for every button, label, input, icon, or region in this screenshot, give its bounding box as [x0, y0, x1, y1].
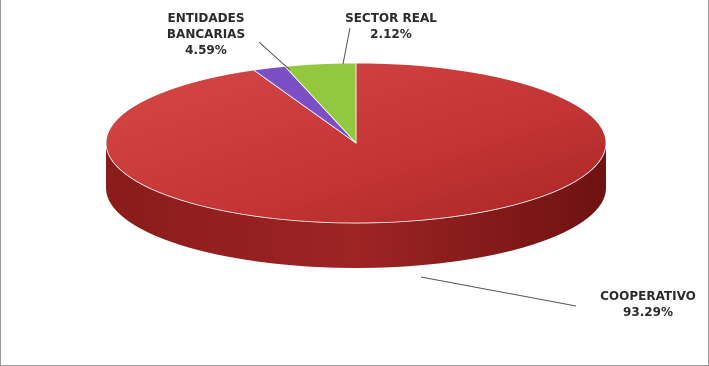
pie-side-cooperativo — [106, 143, 606, 268]
leader-line-cooperativo — [420, 276, 577, 307]
slice-label-cooperativo: COOPERATIVO 93.29% — [600, 289, 696, 319]
slice-labels: COOPERATIVO 93.29% SECTOR REAL 2.12% ENTIDAD… — [167, 11, 696, 319]
slice-label-sector-real: SECTOR REAL 2.12% — [345, 11, 437, 41]
leader-line-sector-real — [342, 27, 351, 65]
leader-line-entidades-bancarias — [258, 41, 291, 71]
slice-label-entidades-bancarias: ENTIDADES BANCARIAS 4.59% — [167, 11, 245, 57]
pie-top-face — [105, 62, 607, 224]
pie-slice-entidades-bancarias — [284, 62, 357, 145]
leader-lines — [258, 27, 577, 307]
pie-side-wall — [106, 143, 606, 268]
